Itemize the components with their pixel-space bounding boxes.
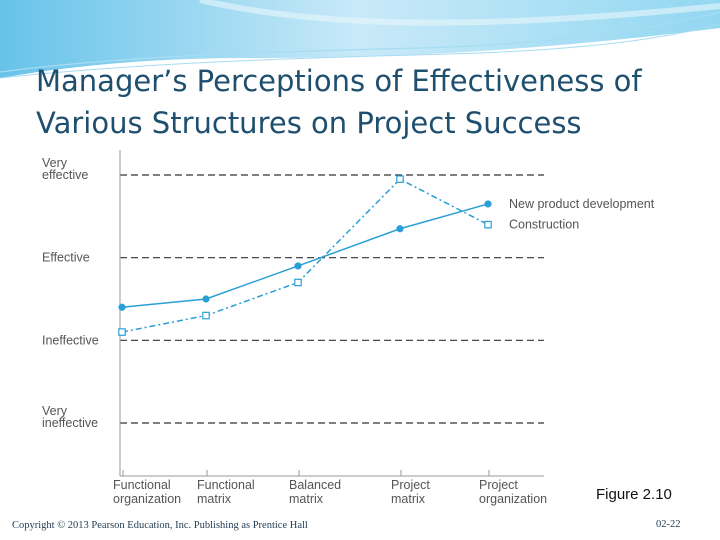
slide-title-line-2: Various Structures on Project Success — [36, 106, 582, 140]
y-tick-label-4-line-1: Very — [42, 156, 68, 170]
slide-title-line-1: Manager’s Perceptions of Effectiveness o… — [36, 64, 642, 98]
y-tick-label-1-line-2: ineffective — [42, 416, 98, 430]
series-label-1: New product development — [509, 197, 655, 211]
x-tick-label-4-line-2: matrix — [391, 492, 426, 506]
series-1-point-2 — [202, 295, 210, 303]
series-2-point-4 — [396, 175, 404, 183]
x-tick-label-5-line-2: organization — [479, 492, 547, 506]
effectiveness-chart: Very ineffective Ineffective Effective Very e… — [32, 150, 700, 512]
figure-label: Figure 2.10 — [596, 486, 672, 503]
x-tick-label-1-line-1: Functional — [113, 478, 171, 492]
copyright-text: Copyright © 2013 Pearson Education, Inc.… — [12, 520, 308, 531]
x-tick-label-4-line-1: Project — [391, 478, 430, 492]
x-tick-label-2-line-2: matrix — [197, 492, 232, 506]
series-1-point-5 — [484, 200, 492, 208]
y-tick-label-4-line-2: effective — [42, 168, 88, 182]
series-1-point-1 — [118, 303, 126, 311]
grid-layer — [120, 174, 544, 424]
x-tick-label-3-line-2: matrix — [289, 492, 324, 506]
series-2-point-5 — [484, 220, 492, 229]
axis-layer — [119, 150, 544, 477]
series-2-point-2 — [202, 311, 210, 320]
series-label-2: Construction — [509, 218, 579, 232]
series-1-point-4 — [396, 225, 404, 233]
y-tick-label-3-line-1: Effective — [42, 251, 90, 265]
series-layer — [118, 175, 492, 336]
y-tick-label-1-line-1: Very — [42, 404, 68, 418]
header-banner — [0, 0, 720, 79]
x-tick-label-2-line-1: Functional — [197, 478, 255, 492]
chart-svg: VeryineffectiveIneffectiveEffectiveVerye… — [32, 150, 700, 512]
series-2-point-1 — [118, 328, 126, 336]
slide-title: Manager’s Perceptions of Effectiveness o… — [36, 60, 696, 144]
y-tick-label-2-line-1: Ineffective — [42, 333, 99, 347]
series-2-point-3 — [294, 278, 302, 287]
x-tick-label-1-line-2: organization — [113, 492, 181, 506]
series-1-point-3 — [294, 262, 302, 270]
x-tick-label-3-line-1: Balanced — [289, 478, 341, 492]
x-tick-label-5-line-1: Project — [479, 478, 518, 492]
label-layer: VeryineffectiveIneffectiveEffectiveVerye… — [42, 156, 655, 506]
slide-number: 02-22 — [656, 519, 681, 530]
